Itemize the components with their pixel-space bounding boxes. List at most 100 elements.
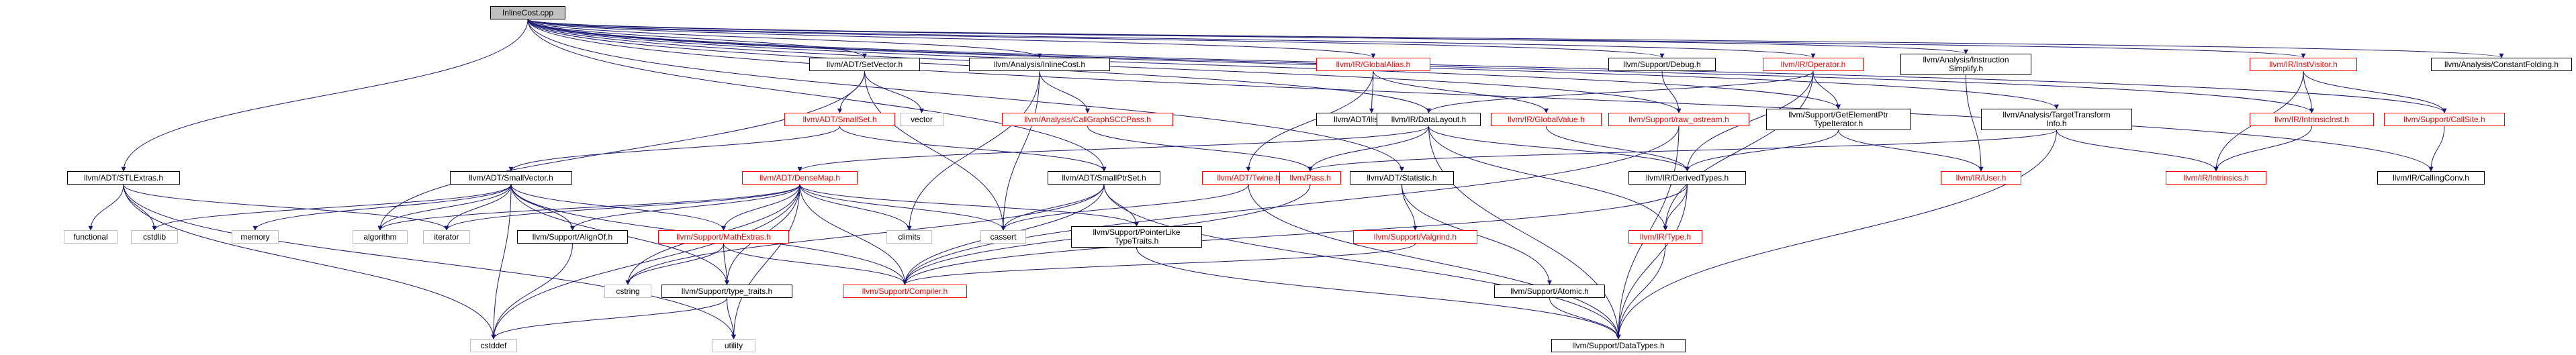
node-typetraits[interactable]: llvm/Support/type_traits.h <box>661 285 792 298</box>
node-alignof[interactable]: llvm/Support/AlignOf.h <box>517 230 628 244</box>
node-algorithm[interactable]: algorithm <box>353 230 408 244</box>
edge-mathextras-to-typetraits <box>723 243 729 285</box>
node-label-line: cstring <box>616 286 640 296</box>
node-operator[interactable]: llvm/IR/Operator.h <box>1763 58 1864 71</box>
edge-smallvector-to-memory <box>252 184 512 231</box>
node-cstdlib[interactable]: cstdlib <box>131 230 178 244</box>
edge-valgrind-to-compiler <box>903 243 1416 285</box>
edge-densemap-to-alignof <box>570 184 800 231</box>
edge-operator-to-gepiter <box>1812 70 1841 109</box>
node-inlinecost_h[interactable]: llvm/Analysis/InlineCost.h <box>969 58 1110 71</box>
node-densemap[interactable]: llvm/ADT/DenseMap.h <box>742 171 858 185</box>
node-callingconv[interactable]: llvm/IR/CallingConv.h <box>2377 171 2485 185</box>
edge-densemap-to-compiler <box>799 184 907 285</box>
edge-debug-to-rawostream <box>1661 70 1682 113</box>
node-label-line: llvm/Support/Compiler.h <box>862 286 948 296</box>
edge-stlextras-to-iterator <box>123 184 449 231</box>
node-type[interactable]: llvm/IR/Type.h <box>1628 230 1702 244</box>
node-cstring[interactable]: cstring <box>604 285 651 298</box>
edge-instsimplify-to-user <box>1966 74 1984 172</box>
node-smallptrset[interactable]: llvm/ADT/SmallPtrSet.h <box>1048 171 1160 185</box>
edge-root-to-stlextras <box>121 19 528 172</box>
edge-tti-to-intrinsics <box>2056 130 2219 172</box>
edge-smallvector-to-alignof <box>510 184 575 231</box>
node-label-line: cassert <box>990 232 1017 242</box>
edge-intrinsicinst-to-intrinsics <box>2213 125 2312 172</box>
node-smallvector_h1[interactable]: llvm/ADT/SetVector.h <box>809 58 920 71</box>
node-cgscc[interactable]: llvm/Analysis/CallGraphSCCPass.h <box>1002 113 1173 126</box>
node-globalalias[interactable]: llvm/IR/GlobalAlias.h <box>1316 58 1430 71</box>
node-root[interactable]: InlineCost.cpp <box>490 6 565 19</box>
node-label-line: llvm/Support/Debug.h <box>1623 59 1701 69</box>
node-smallvector[interactable]: llvm/ADT/SmallVector.h <box>450 171 572 185</box>
node-instvisitor[interactable]: llvm/IR/InstVisitor.h <box>2250 58 2357 71</box>
edge-callsite-to-callingconv <box>2428 125 2445 172</box>
edge-smallvector_h1-to-vector <box>864 70 924 113</box>
node-label-line: llvm/ADT/SetVector.h <box>826 59 903 69</box>
edge-densemap-to-algorithm <box>377 184 800 231</box>
node-label-line: llvm/Support/raw_ostream.h <box>1628 114 1729 124</box>
node-label-line: memory <box>240 232 270 242</box>
node-atomic[interactable]: llvm/Support/Atomic.h <box>1494 285 1605 298</box>
node-valgrind[interactable]: llvm/Support/Valgrind.h <box>1353 230 1477 244</box>
node-debug[interactable]: llvm/Support/Debug.h <box>1608 58 1716 71</box>
edge-twine-to-datatypes <box>1248 184 1621 340</box>
edge-smallvector_h1-to-algorithm <box>377 70 865 231</box>
node-intrinsics[interactable]: llvm/IR/Intrinsics.h <box>2166 171 2266 185</box>
node-datalayout[interactable]: llvm/IR/DataLayout.h <box>1377 113 1481 126</box>
edge-datalayout-to-datatypes <box>1428 125 1621 340</box>
node-label-line: vector <box>911 114 933 124</box>
node-label-line: llvm/Analysis/Instruction <box>1923 55 2009 64</box>
edge-densemap-to-cstddef <box>491 184 800 340</box>
edge-root-to-statistic <box>527 19 1404 172</box>
edge-atomic-to-datatypes <box>1549 297 1621 340</box>
node-stlextras[interactable]: llvm/ADT/STLExtras.h <box>67 171 180 185</box>
edge-root-to-constfold <box>527 19 2503 58</box>
node-tti[interactable]: llvm/Analysis/TargetTransform Info.h <box>1981 109 2132 130</box>
node-statistic[interactable]: llvm/ADT/Statistic.h <box>1350 171 1454 185</box>
edge-operator-to-datalayout <box>1426 70 1814 113</box>
edge-densemap-to-utility <box>731 184 800 340</box>
edge-gepiter-to-derivedtypes <box>1685 130 1839 172</box>
node-functional[interactable]: functional <box>64 230 118 244</box>
node-label-line: llvm/Analysis/TargetTransform <box>2003 110 2111 119</box>
node-globalvalue[interactable]: llvm/IR/GlobalValue.h <box>1491 113 1602 126</box>
edge-root-to-globalalias <box>527 19 1376 58</box>
node-smallset[interactable]: llvm/ADT/SmallSet.h <box>784 113 895 126</box>
node-iterator[interactable]: iterator <box>423 230 470 244</box>
node-user[interactable]: llvm/IR/User.h <box>1941 171 2021 185</box>
node-constfold[interactable]: llvm/Analysis/ConstantFolding.h <box>2431 58 2572 71</box>
node-utility[interactable]: utility <box>712 339 755 352</box>
node-gepiter[interactable]: llvm/Support/GetElementPtr TypeIterator.h <box>1766 109 1911 130</box>
node-memory[interactable]: memory <box>232 230 279 244</box>
node-rawostream[interactable]: llvm/Support/raw_ostream.h <box>1608 113 1749 126</box>
edge-smallvector_h1-to-cassert <box>864 70 1006 231</box>
node-derivedtypes[interactable]: llvm/IR/DerivedTypes.h <box>1628 171 1746 185</box>
node-label-line: llvm/IR/CallingConv.h <box>2393 172 2469 183</box>
node-label-line: llvm/IR/Operator.h <box>1780 59 1846 69</box>
node-mathextras[interactable]: llvm/Support/MathExtras.h <box>658 230 789 244</box>
edge-inlinecost_h-to-cassert <box>1001 70 1040 231</box>
edge-datalayout-to-derivedtypes <box>1428 125 1690 172</box>
edge-derivedtypes-to-type <box>1663 184 1688 231</box>
node-callsite[interactable]: llvm/Support/CallSite.h <box>2384 113 2505 126</box>
edge-root-to-instvisitor <box>527 19 2305 58</box>
node-label-line: llvm/Pass.h <box>1289 172 1331 183</box>
node-label-line: iterator <box>434 232 459 242</box>
node-climits[interactable]: climits <box>886 230 932 244</box>
node-compiler[interactable]: llvm/Support/Compiler.h <box>843 285 967 298</box>
node-pass[interactable]: llvm/Pass.h <box>1279 171 1341 185</box>
node-datatypes[interactable]: llvm/Support/DataTypes.h <box>1551 339 1686 352</box>
node-pointerlike[interactable]: llvm/Support/PointerLike TypeTraits.h <box>1071 226 1202 248</box>
node-label-line: llvm/IR/Type.h <box>1639 232 1692 242</box>
edge-globalalias-to-twine <box>1246 70 1374 172</box>
node-twine[interactable]: llvm/ADT/Twine.h <box>1202 171 1295 185</box>
node-instsimplify[interactable]: llvm/Analysis/Instruction Simplify.h <box>1900 54 2031 75</box>
node-cstddef[interactable]: cstddef <box>470 339 517 352</box>
node-intrinsicinst[interactable]: llvm/IR/IntrinsicInst.h <box>2250 113 2374 126</box>
node-cassert[interactable]: cassert <box>980 230 1026 244</box>
edge-typetraits-to-cstddef <box>491 297 727 340</box>
node-label-line: llvm/ADT/DenseMap.h <box>759 172 841 183</box>
node-vector[interactable]: vector <box>900 113 944 126</box>
node-label-line: llvm/Support/type_traits.h <box>681 286 773 296</box>
